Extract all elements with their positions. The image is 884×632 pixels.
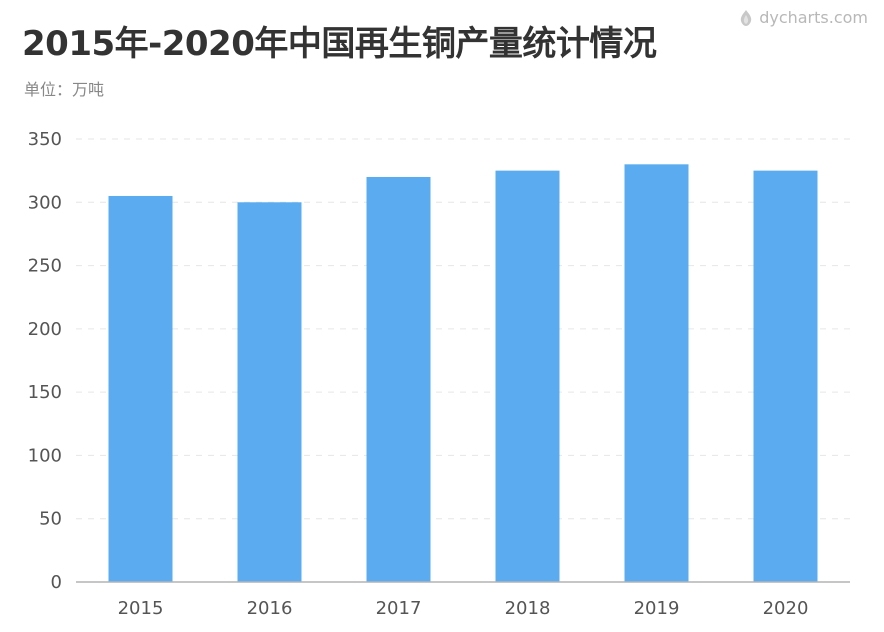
x-tick-label: 2018 [505, 598, 551, 619]
x-tick-label: 2017 [376, 598, 422, 619]
dycharts-logo-icon [740, 9, 752, 26]
y-tick-label: 100 [28, 445, 62, 466]
bar-2017 [366, 176, 431, 582]
watermark: dycharts.com [737, 8, 868, 27]
y-tick-label: 350 [28, 129, 62, 150]
bar-2019 [624, 164, 689, 583]
x-tick-label: 2015 [118, 598, 164, 619]
y-tick-label: 300 [28, 192, 62, 213]
chart-unit-label: 单位：万吨 [24, 80, 105, 99]
watermark-text: dycharts.com [759, 8, 868, 27]
y-tick-label: 150 [28, 382, 62, 403]
x-tick-label: 2019 [634, 598, 680, 619]
y-tick-label: 250 [28, 256, 62, 277]
y-tick-label: 50 [39, 509, 62, 530]
chart-title: 2015年-2020年中国再生铜产量统计情况 [22, 24, 657, 64]
bar-2020 [753, 170, 818, 582]
bar-2015 [108, 195, 173, 582]
x-tick-label: 2020 [763, 598, 809, 619]
bar-2018 [495, 170, 560, 582]
y-tick-label: 200 [28, 319, 62, 340]
x-tick-label: 2016 [247, 598, 293, 619]
bar-2016 [237, 202, 302, 583]
y-tick-label: 0 [51, 572, 62, 593]
